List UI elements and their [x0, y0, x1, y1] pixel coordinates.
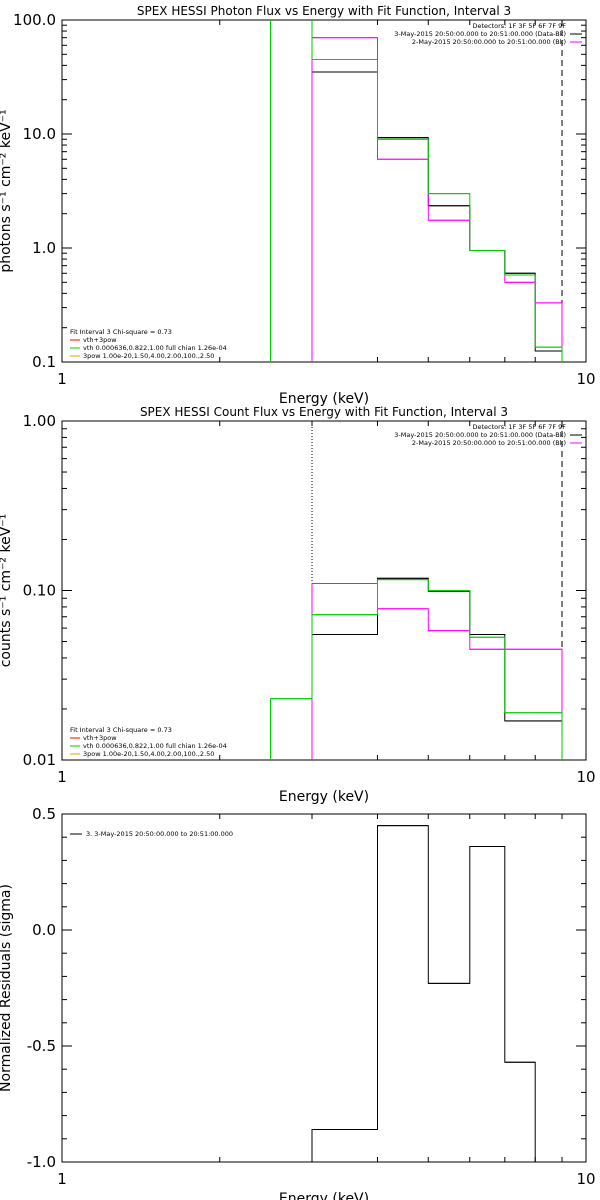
y-tick-label: 100.0: [13, 11, 56, 29]
series-2-step-line: [311, 37, 563, 362]
series-group: [270, 579, 563, 760]
fit-legend-entry: Fit Interval 3 Chi-square = 0.73: [70, 328, 172, 336]
chart-panel-2: SPEX HESSI Count Flux vs Energy with Fit…: [0, 405, 596, 805]
series-group: [270, 20, 563, 362]
legend-entry: Detectors: 1F 3F 5F 6F 7F 9F: [472, 423, 566, 431]
chart-title: SPEX HESSI Count Flux vs Energy with Fit…: [140, 405, 508, 419]
fit-legend-entry: vth 0.000636,0.822,1.00 full chian 1.26e…: [83, 344, 227, 352]
x-axis-label: Energy (keV): [279, 391, 369, 407]
series-group: [311, 37, 563, 362]
plot-frame: [61, 813, 587, 1163]
y-tick-label: 1.00: [23, 412, 56, 430]
legend-entry: 3. 3-May-2015 20:50:00.000 to 20:51:00.0…: [86, 830, 233, 838]
y-tick-label: 1.0: [32, 239, 56, 257]
series-3-step-line: [270, 579, 563, 760]
y-axis-label: photons s⁻¹ cm⁻² keV⁻¹: [0, 109, 14, 272]
series-group: [311, 577, 563, 760]
series-1-step-line: [311, 825, 536, 1162]
chart-panel-3: 1 10 Energy (keV) -1.0 -0.5 0.0 0.5 Normalized …: [0, 805, 596, 1200]
y-tick-label: 10.0: [23, 125, 56, 143]
series-1-step-line: [311, 71, 563, 362]
fit-legend-entry: vth+3pow: [83, 336, 117, 344]
series-3-step-line: [270, 20, 563, 362]
plot-frame: [61, 19, 587, 363]
y-axis-label: Normalized Residuals (sigma): [0, 884, 14, 1092]
x-tick-label: 1: [57, 768, 67, 786]
y-axis-label: counts s⁻¹ cm⁻² keV⁻¹: [0, 514, 14, 668]
legend-entry: 3-May-2015 20:50:00.000 to 20:51:00.000 …: [394, 30, 566, 38]
series-2-step-line: [311, 583, 563, 760]
fit-legend-entry: 3pow 1.00e-20,1.50,4.00,2.00,100.,2.50: [83, 352, 214, 360]
x-tick-label: 10: [576, 1170, 595, 1188]
chart-title: SPEX HESSI Photon Flux vs Energy with Fi…: [137, 4, 511, 18]
fit-legend-entry: vth+3pow: [83, 734, 117, 742]
y-tick-label: -1.0: [27, 1153, 56, 1171]
series-group: [311, 582, 563, 760]
fit-legend-entry: 3pow 1.00e-20,1.50,4.00,2.00,100.,2.50: [83, 750, 214, 758]
x-tick-label: 10: [576, 768, 595, 786]
y-tick-label: 0.1: [32, 353, 56, 371]
y-tick-label: 0.0: [32, 921, 56, 939]
x-axis-label: Energy (keV): [279, 789, 369, 805]
legend-entry: 2-May-2015 20:50:00.000 to 20:51:00.000 …: [412, 38, 566, 46]
series-group: [311, 825, 536, 1162]
legend-entry: Detectors: 1F 3F 5F 6F 7F 9F: [472, 22, 566, 30]
y-tick-label: 0.10: [23, 582, 56, 600]
chart-panel-1: SPEX HESSI Photon Flux vs Energy with Fi…: [0, 4, 596, 407]
y-tick-label: -0.5: [27, 1037, 56, 1055]
x-axis-label: Energy (keV): [279, 1191, 369, 1200]
legend-entry: 2-May-2015 20:50:00.000 to 20:51:00.000 …: [412, 439, 566, 447]
series-1-step-line: [311, 577, 563, 760]
plot-frame: [61, 420, 587, 761]
x-tick-label: 10: [576, 370, 595, 388]
y-tick-label: 0.5: [32, 805, 56, 823]
x-tick-label: 1: [57, 1170, 67, 1188]
legend-entry: 3-May-2015 20:50:00.000 to 20:51:00.000 …: [394, 431, 566, 439]
y-tick-label: 0.01: [23, 751, 56, 769]
series-group: [311, 71, 563, 362]
x-tick-label: 1: [57, 370, 67, 388]
fit-legend-entry: Fit Interval 3 Chi-square = 0.73: [70, 726, 172, 734]
fit-legend-entry: vth 0.000636,0.822,1.00 full chian 1.26e…: [83, 742, 227, 750]
